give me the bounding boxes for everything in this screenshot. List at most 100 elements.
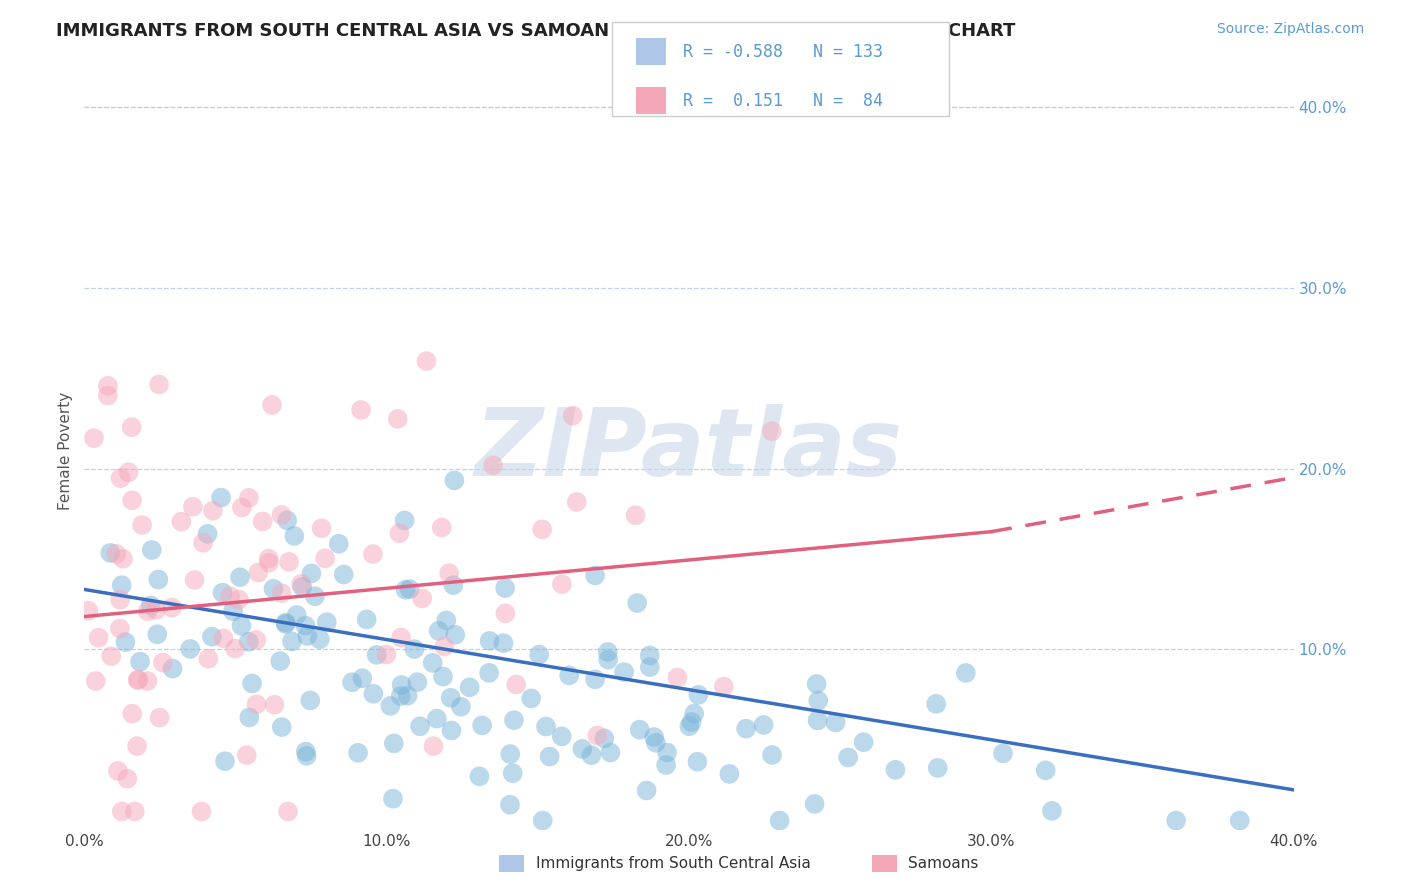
Point (162, 662, 184, 676)
Point (441, 578, 464, 592)
Point (340, 675, 363, 690)
Point (98, 546, 121, 560)
Point (422, 656, 444, 670)
Point (443, 474, 465, 488)
Point (666, 671, 689, 685)
Point (499, 797, 522, 812)
Point (686, 755, 709, 769)
Point (422, 739, 444, 754)
Point (735, 722, 758, 736)
Point (991, 747, 1014, 761)
Point (356, 612, 378, 626)
Point (247, 566, 270, 580)
Point (228, 592, 250, 607)
Point (884, 763, 907, 777)
Point (160, 600, 183, 615)
Point (434, 613, 457, 627)
Point (352, 671, 374, 685)
Point (214, 754, 236, 768)
Point (139, 599, 162, 613)
Text: R =  0.151   N =  84: R = 0.151 N = 84 (683, 92, 883, 110)
Point (598, 652, 620, 666)
Point (644, 736, 666, 750)
Point (409, 719, 432, 733)
Point (114, 635, 136, 649)
Point (350, 403, 373, 417)
Point (108, 622, 131, 636)
Point (927, 761, 949, 775)
Point (222, 604, 245, 618)
Point (1166, 814, 1188, 828)
Point (211, 585, 233, 599)
Point (380, 698, 402, 713)
Point (531, 814, 554, 828)
Point (149, 710, 172, 724)
Point (170, 515, 193, 529)
Point (314, 551, 336, 566)
Point (240, 676, 263, 690)
Point (391, 678, 413, 692)
Point (586, 728, 609, 742)
Point (277, 805, 299, 819)
Text: ZIPatlas: ZIPatlas (475, 404, 903, 497)
Point (655, 758, 678, 772)
Point (527, 648, 550, 662)
Point (148, 377, 170, 392)
Point (638, 648, 661, 663)
Text: Samoans: Samoans (908, 856, 979, 871)
Point (315, 615, 337, 630)
Point (245, 632, 267, 647)
Text: IMMIGRANTS FROM SOUTH CENTRAL ASIA VS SAMOAN FEMALE POVERTY CORRELATION CHART: IMMIGRANTS FROM SOUTH CENTRAL ASIA VS SA… (56, 22, 1015, 40)
Point (238, 491, 260, 505)
Point (105, 547, 128, 561)
Point (308, 632, 330, 647)
Point (276, 513, 298, 527)
Point (478, 665, 501, 680)
Point (430, 520, 453, 534)
Point (502, 766, 524, 780)
Point (201, 630, 224, 644)
Point (131, 518, 153, 533)
Point (121, 493, 143, 508)
Point (394, 582, 416, 597)
Point (231, 619, 253, 633)
Text: Immigrants from South Central Asia: Immigrants from South Central Asia (536, 856, 811, 871)
Point (285, 607, 308, 622)
Point (129, 655, 152, 669)
Point (655, 746, 678, 760)
Point (471, 718, 494, 732)
Point (803, 797, 825, 811)
Point (444, 628, 467, 642)
Point (209, 491, 232, 505)
Point (626, 596, 648, 610)
Point (97, 388, 120, 402)
Point (761, 424, 783, 438)
Point (752, 718, 775, 732)
Point (108, 592, 131, 607)
Point (382, 736, 405, 750)
Point (1040, 804, 1063, 818)
Point (638, 660, 661, 674)
Point (100, 649, 122, 664)
Point (110, 471, 132, 485)
Point (183, 573, 205, 587)
Point (297, 629, 319, 643)
Point (257, 556, 280, 570)
Point (581, 748, 603, 763)
Point (274, 617, 297, 632)
Point (628, 723, 651, 737)
Point (678, 719, 700, 733)
Point (291, 580, 314, 594)
Point (534, 719, 557, 733)
Point (269, 654, 291, 668)
Point (278, 555, 301, 569)
Point (807, 693, 830, 707)
Text: R = -0.588   N = 133: R = -0.588 N = 133 (683, 43, 883, 61)
Point (531, 522, 554, 536)
Point (505, 677, 527, 691)
Point (520, 691, 543, 706)
Point (571, 742, 593, 756)
Point (583, 673, 606, 687)
Point (84, 674, 107, 689)
Point (262, 582, 284, 596)
